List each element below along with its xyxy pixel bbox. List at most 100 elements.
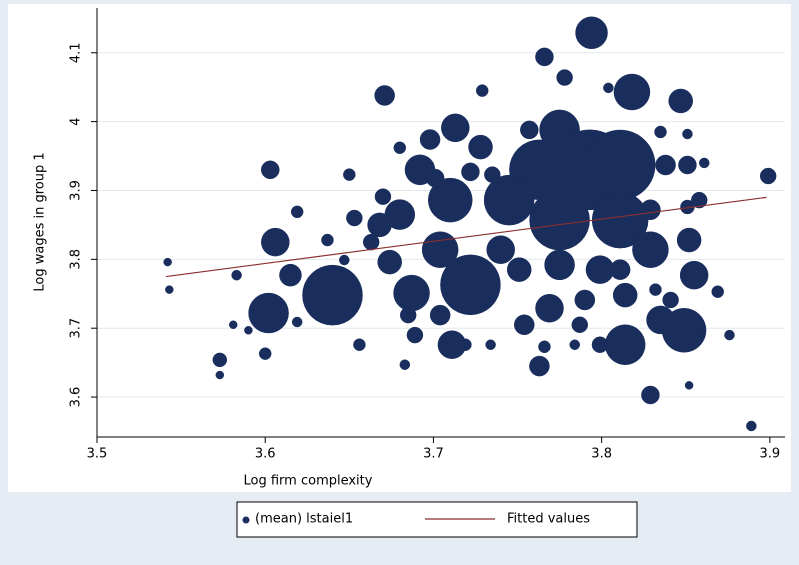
bubble <box>641 385 660 405</box>
bubble <box>699 157 710 169</box>
bubble <box>321 233 334 247</box>
bubble <box>746 420 757 432</box>
bubble <box>483 174 535 226</box>
bubble <box>428 177 473 223</box>
bubble <box>485 339 496 350</box>
bubble <box>535 293 564 323</box>
bubble <box>425 168 445 188</box>
bubble <box>676 227 702 253</box>
bubble <box>569 339 580 350</box>
bubble <box>692 328 706 342</box>
bubble <box>484 166 501 183</box>
bubble <box>682 128 693 140</box>
bubble <box>514 314 535 336</box>
bubble <box>258 347 272 360</box>
bubble <box>678 155 697 175</box>
y-tick-label: 3.8 <box>69 249 84 270</box>
bubble <box>584 129 656 201</box>
bubble <box>591 336 609 353</box>
bubble <box>399 306 417 324</box>
x-axis-label: Log firm complexity <box>244 474 373 489</box>
bubble <box>362 233 380 251</box>
bubble <box>654 125 667 139</box>
bubble <box>538 340 551 354</box>
bubble <box>261 227 290 257</box>
bubble <box>661 308 707 353</box>
bubble <box>291 316 303 328</box>
bubble <box>544 249 575 281</box>
legend-marker <box>242 516 250 524</box>
x-tick-label: 3.9 <box>760 447 781 462</box>
bubble <box>684 381 694 390</box>
bubble <box>339 254 350 266</box>
bubble <box>655 154 676 176</box>
bubble <box>632 231 669 268</box>
bubble <box>529 189 590 251</box>
graph-region <box>8 4 791 492</box>
bubble <box>163 257 172 267</box>
bubble <box>640 199 661 221</box>
fitted-line <box>165 196 767 278</box>
bubble <box>393 274 430 312</box>
bubble <box>468 134 493 160</box>
y-tick-label: 4.1 <box>69 42 84 63</box>
bubble <box>520 120 539 140</box>
bubble <box>344 271 355 283</box>
bubble <box>679 260 709 290</box>
y-axis-label: Log wages in group 1 <box>33 152 48 291</box>
bubble <box>535 47 554 67</box>
bubble <box>486 235 515 264</box>
bubble <box>212 352 228 368</box>
bubble <box>393 141 407 155</box>
bubble <box>229 320 238 330</box>
bubble <box>575 16 608 50</box>
bubble <box>406 326 424 344</box>
bubble <box>421 231 459 268</box>
bubble <box>377 249 402 275</box>
bubble <box>165 285 174 294</box>
bubble <box>574 289 596 311</box>
bubble <box>343 168 356 181</box>
bubble <box>244 326 253 335</box>
bubble <box>440 254 501 316</box>
bubble <box>690 191 708 209</box>
bubble <box>649 283 662 296</box>
bubble <box>571 316 589 334</box>
bubble <box>711 285 724 298</box>
bubble <box>231 269 242 281</box>
legend-label: Fitted values <box>507 512 590 527</box>
x-tick-label: 3.6 <box>255 447 276 462</box>
bubble <box>215 370 225 380</box>
bubble <box>419 129 441 150</box>
legend-label: (mean) lstaiel1 <box>255 512 353 527</box>
x-tick-label: 3.7 <box>423 447 444 462</box>
bubble <box>529 355 550 377</box>
bubble <box>759 167 777 185</box>
bubble <box>604 324 646 365</box>
bubble <box>506 257 532 282</box>
bubble <box>429 304 451 326</box>
bubble <box>399 359 411 370</box>
bubble <box>603 82 614 94</box>
bubble <box>609 259 631 280</box>
x-tick-label: 3.5 <box>87 447 108 462</box>
bubble <box>461 162 480 182</box>
bubble <box>374 188 392 205</box>
bubble <box>556 69 573 86</box>
y-tick-label: 4 <box>69 117 84 125</box>
bubble <box>374 85 395 106</box>
bubble <box>459 338 472 351</box>
bubble <box>441 113 470 143</box>
bubble <box>261 160 280 180</box>
bubble <box>279 263 302 287</box>
bubble <box>662 291 679 309</box>
bubble <box>613 73 651 111</box>
bubble <box>724 329 735 341</box>
bubble <box>353 338 366 351</box>
y-tick-label: 3.7 <box>69 318 84 339</box>
bubble <box>346 209 363 227</box>
bubble <box>367 212 392 238</box>
bubble <box>612 282 638 308</box>
